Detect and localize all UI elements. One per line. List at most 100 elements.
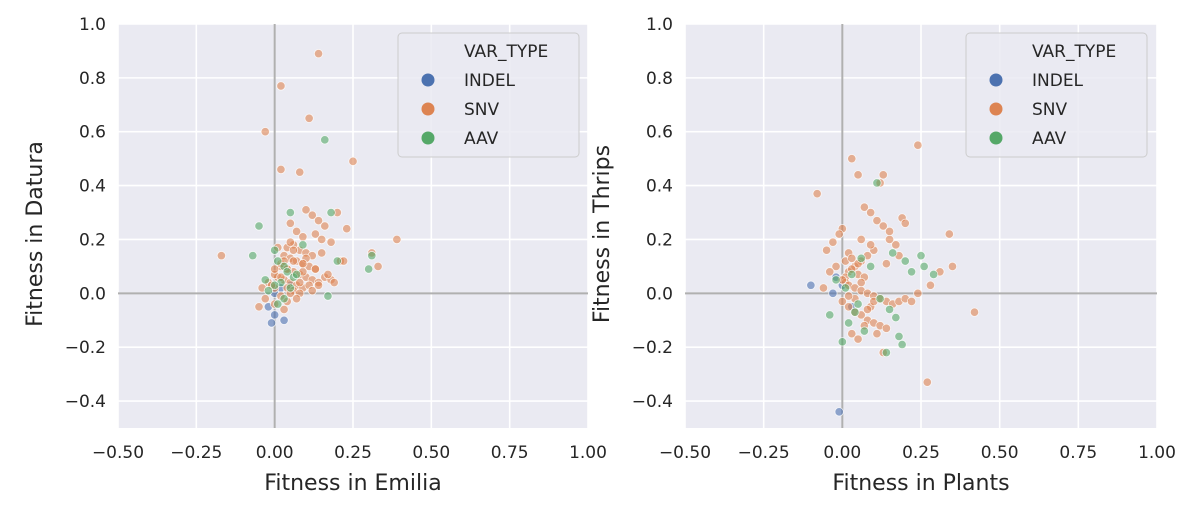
data-point-aav <box>847 269 857 280</box>
data-point-aav <box>291 269 302 280</box>
data-point-snv <box>837 296 847 307</box>
x-tick-label: 0.00 <box>823 443 861 463</box>
data-point-snv <box>313 49 324 59</box>
x-tick-label: 0.00 <box>256 443 294 463</box>
y-tick-label: 0.8 <box>79 69 106 89</box>
legend-label-aav: AAV <box>464 129 499 149</box>
data-point-snv <box>310 264 320 274</box>
data-point-snv <box>291 294 302 304</box>
x-axis-label: Fitness in Emilia <box>264 471 441 496</box>
data-point-snv <box>317 234 327 245</box>
legend-box <box>965 32 1148 158</box>
data-point-aav <box>837 337 847 347</box>
data-point-indel <box>270 310 280 320</box>
data-point-snv <box>878 170 888 180</box>
data-point-aav <box>919 261 929 271</box>
data-point-aav <box>850 307 860 317</box>
series-aav <box>825 178 939 358</box>
data-point-aav <box>263 286 273 296</box>
data-point-snv <box>313 280 324 290</box>
data-point-aav <box>916 251 926 261</box>
data-point-aav <box>273 256 283 266</box>
data-point-snv <box>276 164 286 175</box>
data-point-aav <box>326 207 336 218</box>
data-point-snv <box>818 283 829 293</box>
data-point-snv <box>329 277 339 288</box>
data-point-aav <box>254 221 264 231</box>
y-tick-label: 0.6 <box>79 123 106 143</box>
x-tick-label: −0.25 <box>170 443 222 463</box>
data-point-snv <box>906 296 917 307</box>
data-point-snv <box>304 113 314 123</box>
data-point-aav <box>897 339 907 350</box>
legend-title: VAR_TYPE <box>1032 42 1116 62</box>
data-point-snv <box>279 304 289 315</box>
data-point-snv <box>853 170 863 180</box>
data-point-indel <box>806 280 816 290</box>
data-point-snv <box>298 232 308 242</box>
data-point-snv <box>872 216 882 226</box>
data-point-snv <box>947 261 958 271</box>
data-point-aav <box>285 207 295 218</box>
data-point-snv <box>291 226 302 236</box>
data-point-aav <box>831 275 841 285</box>
x-tick-label: 0.50 <box>412 443 450 463</box>
data-point-indel <box>828 288 838 298</box>
chart-panel-1: −0.50 −0.25 0.00 0.25 0.50 0.75 1.00 −0.4 −0.2 0.… <box>23 15 607 496</box>
data-point-snv <box>944 229 954 239</box>
y-tick-label: 0.2 <box>646 230 673 250</box>
data-point-aav <box>332 256 342 266</box>
data-point-snv <box>878 221 888 231</box>
data-point-snv <box>285 218 295 228</box>
data-point-snv <box>320 221 330 231</box>
data-point-aav <box>285 283 295 293</box>
data-point-snv <box>872 329 882 339</box>
series-aav <box>248 135 377 309</box>
x-tick-label: 0.25 <box>902 443 940 463</box>
y-tick-label: 0.4 <box>646 177 673 197</box>
data-point-aav <box>273 299 283 309</box>
legend-marker-indel <box>989 73 1003 87</box>
data-point-snv <box>285 237 295 247</box>
x-tick-label: 0.50 <box>981 443 1019 463</box>
data-point-snv <box>900 218 910 228</box>
data-point-snv <box>216 251 226 261</box>
data-point-snv <box>326 237 336 247</box>
data-point-snv <box>828 237 838 247</box>
data-point-aav <box>840 283 851 293</box>
data-point-aav <box>270 280 280 290</box>
data-point-snv <box>925 280 936 290</box>
legend-marker-snv <box>989 102 1003 116</box>
x-tick-label: −0.50 <box>659 443 711 463</box>
data-point-snv <box>288 256 299 266</box>
data-point-snv <box>844 291 854 301</box>
series-snv <box>812 140 980 387</box>
data-point-aav <box>881 347 891 358</box>
data-point-snv <box>298 259 308 269</box>
data-point-snv <box>856 234 866 245</box>
data-point-aav <box>248 251 258 261</box>
legend-marker-indel <box>421 73 435 87</box>
data-point-aav <box>872 178 882 188</box>
data-point-snv <box>881 323 891 333</box>
x-tick-label: −0.25 <box>738 443 790 463</box>
data-point-snv <box>866 240 876 250</box>
data-point-snv <box>310 229 320 239</box>
x-tick-label: 1.00 <box>1138 443 1176 463</box>
legend-label-snv: SNV <box>1032 100 1068 120</box>
data-point-snv <box>373 261 383 271</box>
data-point-snv <box>295 167 305 177</box>
data-point-aav <box>888 248 898 258</box>
y-tick-label: 0.0 <box>79 284 106 304</box>
data-point-snv <box>862 304 873 315</box>
data-point-snv <box>859 202 869 212</box>
y-tick-label: −0.2 <box>632 338 673 358</box>
y-tick-label: 1.0 <box>79 15 106 35</box>
data-point-snv <box>881 259 891 269</box>
data-point-snv <box>913 140 923 150</box>
data-point-aav <box>859 326 869 336</box>
y-tick-label: 0.0 <box>646 284 673 304</box>
y-tick-label: 0.6 <box>646 123 673 143</box>
y-tick-label: 0.4 <box>79 177 106 197</box>
legend-label-aav: AAV <box>1032 129 1067 149</box>
